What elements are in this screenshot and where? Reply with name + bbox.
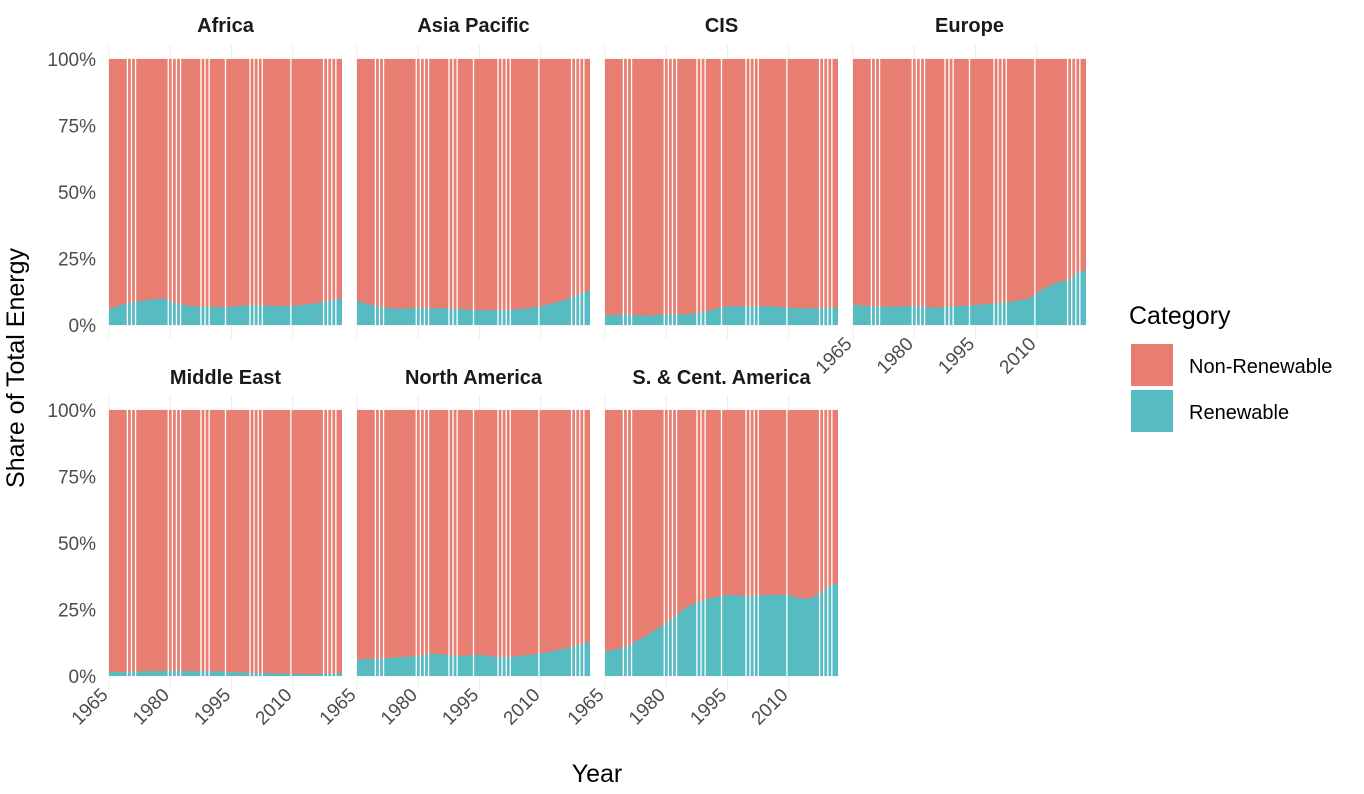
facet-middle-east: Middle East 0% 25% 50% 75% 100% 1965 1980 1995 20…	[47, 367, 342, 729]
legend: Category Non-Renewable Renewable	[1129, 302, 1332, 432]
facet-title: CIS	[705, 15, 738, 37]
x-axis-title: Year	[572, 760, 623, 788]
facet-s-cent-america: S. & Cent. America 1965 1980 1995 2010	[564, 367, 838, 729]
x-tick-label: 1965	[68, 685, 113, 730]
x-tick-label: 1980	[625, 685, 670, 730]
legend-swatch-non-renewable	[1131, 344, 1173, 386]
facet-title: North America	[405, 367, 543, 389]
y-tick-label: 100%	[47, 50, 96, 71]
x-tick-label: 1980	[129, 685, 174, 730]
facet-asia-pacific: Asia Pacific	[356, 15, 590, 339]
y-tick-label: 100%	[47, 401, 96, 422]
y-tick-label: 25%	[58, 601, 96, 622]
facet-title: Middle East	[170, 367, 281, 389]
x-tick-label: 1965	[316, 685, 361, 730]
x-tick-label: 2010	[996, 334, 1041, 379]
facet-title: Europe	[935, 15, 1004, 37]
series-renewable	[853, 270, 1086, 325]
legend-label-non-renewable: Non-Renewable	[1189, 356, 1332, 378]
y-tick-label: 0%	[69, 316, 97, 337]
x-tick-label: 1965	[564, 685, 609, 730]
y-tick-label: 75%	[58, 468, 96, 489]
facet-north-america: North America 1965 1980 1995 2010	[316, 367, 590, 729]
y-tick-label: 25%	[58, 250, 96, 271]
facet-title: S. & Cent. America	[632, 367, 811, 389]
x-tick-label: 1965	[812, 334, 857, 379]
series-renewable	[357, 290, 590, 325]
facet-panels: Africa 0% 25% 50% 75% 100% Asia Pacific CIS Euro…	[47, 15, 1086, 729]
x-tick-label: 1995	[934, 334, 979, 379]
x-tick-label: 1995	[190, 685, 235, 730]
facet-cis: CIS	[604, 15, 838, 339]
facet-europe: Europe 1965 1980 1995 2010	[812, 15, 1086, 378]
x-tick-label: 1980	[377, 685, 422, 730]
y-tick-label: 0%	[69, 667, 97, 688]
x-tick-label: 1980	[873, 334, 918, 379]
x-tick-label: 1995	[438, 685, 483, 730]
facet-title: Asia Pacific	[417, 15, 529, 37]
y-tick-label: 50%	[58, 534, 96, 555]
legend-swatch-renewable	[1131, 390, 1173, 432]
legend-label-renewable: Renewable	[1189, 402, 1289, 424]
y-tick-label: 75%	[58, 117, 96, 138]
y-tick-label: 50%	[58, 183, 96, 204]
x-tick-label: 1995	[686, 685, 731, 730]
facet-title: Africa	[197, 15, 255, 37]
x-tick-label: 2010	[748, 685, 793, 730]
y-axis-title: Share of Total Energy	[2, 248, 30, 488]
x-tick-label: 2010	[500, 685, 545, 730]
facet-africa: Africa 0% 25% 50% 75% 100%	[47, 15, 342, 339]
legend-title: Category	[1129, 302, 1231, 330]
x-tick-label: 2010	[252, 685, 297, 730]
